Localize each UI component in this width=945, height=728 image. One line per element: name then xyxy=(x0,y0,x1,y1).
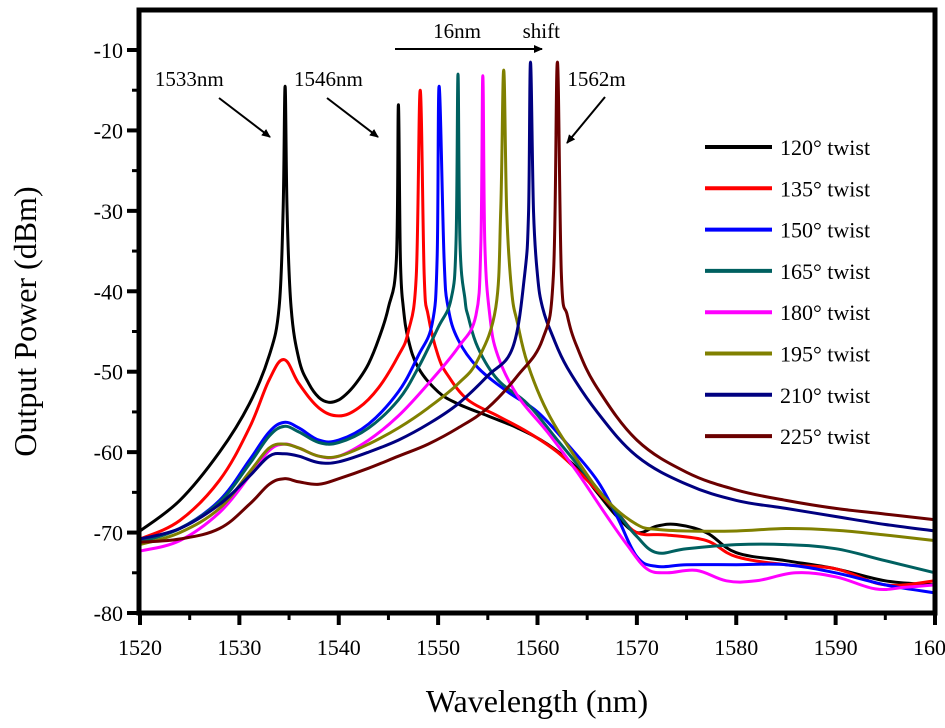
y-axis: -10 -20 -30 -40 -50 -60 -70 -80 xyxy=(94,38,139,626)
annotations: 1533nm 1546nm 1562m 16nm shift xyxy=(155,19,626,91)
series-curves xyxy=(139,60,936,595)
legend-label: 165° twist xyxy=(780,259,870,284)
x-axis-title: Wavelength (nm) xyxy=(426,683,648,719)
legend-label: 180° twist xyxy=(780,300,870,325)
x-tick-label: 1600 xyxy=(913,635,945,660)
y-tick-label: -60 xyxy=(94,440,123,465)
y-tick-label: -10 xyxy=(94,38,123,63)
legend: 120° twist 135° twist 150° twist 165° twist… xyxy=(705,135,870,449)
y-tick-label: -50 xyxy=(94,360,123,385)
legend-label: 225° twist xyxy=(780,424,870,449)
series-line-135-twist xyxy=(139,88,936,587)
annotation-label: 1562m xyxy=(567,67,625,91)
x-tick-label: 1530 xyxy=(217,635,261,660)
series-line-195-twist xyxy=(139,68,936,547)
x-tick-label: 1570 xyxy=(615,635,659,660)
x-tick-label: 1590 xyxy=(814,635,858,660)
annotation-label: 1546nm xyxy=(294,67,363,91)
series-line-120-twist xyxy=(139,84,936,587)
y-tick-label: -40 xyxy=(94,279,123,304)
x-tick-label: 1560 xyxy=(516,635,560,660)
series-line-210-twist xyxy=(139,60,936,541)
y-tick-label: -80 xyxy=(94,601,123,626)
x-tick-label: 1550 xyxy=(416,635,460,660)
y-tick-label: -20 xyxy=(94,118,123,143)
series-line-225-twist xyxy=(139,60,936,544)
legend-label: 195° twist xyxy=(780,342,870,367)
x-tick-label: 1580 xyxy=(714,635,758,660)
y-tick-label: -70 xyxy=(94,521,123,546)
legend-label: 210° twist xyxy=(780,383,870,408)
legend-label: 150° twist xyxy=(780,218,870,243)
x-tick-label: 1540 xyxy=(317,635,361,660)
annotation-arrows xyxy=(218,45,606,144)
annotation-label: 16nm xyxy=(433,19,481,43)
legend-label: 120° twist xyxy=(780,135,870,160)
annotation-label: 1533nm xyxy=(155,67,224,91)
arrow xyxy=(326,97,379,138)
x-tick-label: 1520 xyxy=(118,635,162,660)
arrow xyxy=(218,97,271,138)
arrow xyxy=(566,96,606,144)
y-tick-label: -30 xyxy=(94,199,123,224)
y-axis-title: Output Power (dBm) xyxy=(7,186,43,456)
annotation-label: shift xyxy=(523,19,561,43)
legend-label: 135° twist xyxy=(780,176,870,201)
x-axis: 1520 1530 1540 1550 1560 1570 1580 1590 1600 xyxy=(118,613,945,660)
series-line-165-twist xyxy=(139,72,936,575)
series-line-150-twist xyxy=(139,84,936,595)
